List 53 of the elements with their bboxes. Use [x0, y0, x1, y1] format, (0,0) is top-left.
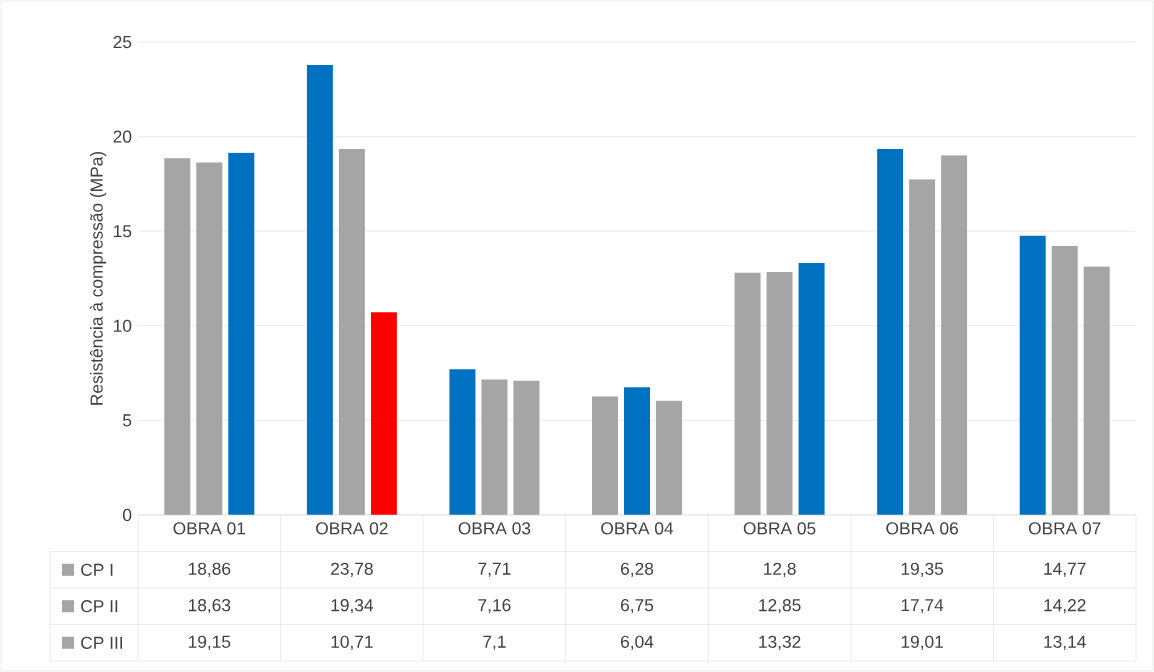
bar	[877, 148, 904, 515]
data-label: 17,74	[901, 599, 944, 614]
bar	[766, 271, 793, 515]
bar	[513, 380, 540, 515]
x-tick-label: OBRA 04	[601, 522, 674, 535]
data-label: 7,16	[478, 599, 511, 614]
data-label: 6,28	[621, 562, 654, 577]
x-tick-label: OBRA 05	[743, 522, 816, 535]
y-axis-title: Resistência à compressão (MPa)	[89, 151, 107, 405]
data-label: 19,15	[188, 635, 231, 650]
x-tick-label: OBRA 06	[886, 522, 958, 535]
bar	[449, 369, 476, 515]
data-label: 14,77	[1044, 562, 1086, 577]
data-label: 23,78	[331, 562, 373, 577]
data-label: 14,22	[1044, 599, 1086, 614]
x-tick-label: OBRA 07	[1028, 522, 1101, 535]
data-label: 19,35	[901, 562, 944, 577]
y-tick-label: 5	[123, 414, 132, 427]
x-tick-label: OBRA 02	[316, 522, 388, 535]
data-label: 6,04	[621, 635, 654, 650]
data-label: 18,63	[188, 599, 231, 614]
legend-label: CP I	[81, 563, 113, 576]
data-label: 19,34	[331, 599, 374, 614]
y-tick-label: 10	[113, 319, 132, 332]
data-label: 18,86	[188, 562, 231, 577]
bar	[909, 179, 936, 515]
legend-label: CP II	[81, 600, 118, 613]
bar	[306, 65, 333, 515]
bar	[941, 155, 968, 515]
data-label: 6,75	[621, 599, 654, 614]
y-tick-label: 25	[113, 35, 132, 49]
y-tick-label: 15	[113, 225, 132, 238]
legend-label: CP III	[81, 636, 122, 649]
bar	[1051, 245, 1078, 515]
bar	[196, 162, 223, 515]
data-label: 13,32	[759, 635, 801, 650]
y-tick-label: 0	[122, 508, 132, 522]
bar	[1019, 235, 1046, 515]
bar	[370, 312, 397, 515]
bar	[338, 149, 365, 515]
x-tick-label: OBRA 01	[173, 522, 246, 535]
bar	[1083, 266, 1110, 515]
y-tick-label: 20	[113, 130, 132, 143]
data-label: 12,85	[759, 599, 801, 614]
x-tick-label: OBRA 03	[458, 522, 531, 535]
bar	[656, 400, 682, 515]
data-label: 7,71	[478, 562, 511, 577]
data-label: 19,01	[901, 635, 943, 650]
data-label: 7,1	[483, 635, 506, 650]
bar	[481, 379, 508, 515]
data-label: 10,71	[331, 635, 373, 650]
data-label: 13,14	[1044, 635, 1086, 650]
data-label: 12,8	[764, 562, 796, 577]
